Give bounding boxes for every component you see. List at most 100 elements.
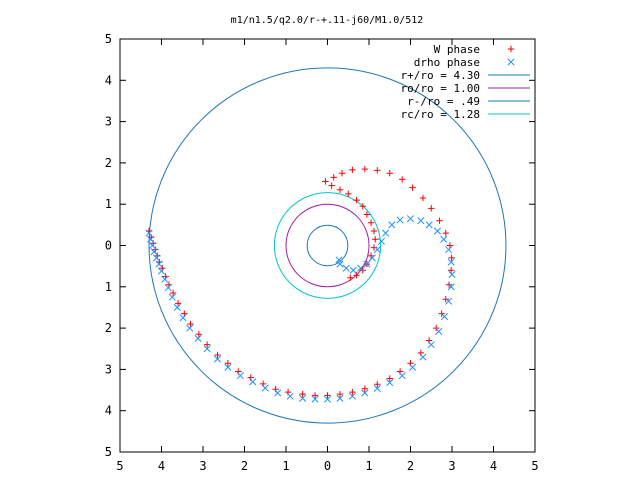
drho-phase-point (168, 293, 176, 301)
legend-label: W phase (434, 43, 480, 56)
x-tick-label: 5 (116, 459, 123, 473)
legend-label: r+/ro = 4.30 (401, 69, 480, 82)
drho-phase-point (348, 392, 356, 400)
drho-phase-point (406, 215, 415, 223)
w-phase-point (311, 392, 319, 399)
drho-phase-point (363, 260, 371, 268)
w-phase-point (152, 246, 159, 253)
circle-series-3 (306, 224, 349, 267)
drho-phase-point (361, 389, 369, 397)
drho-phase-point (447, 283, 455, 291)
w-phase-point (386, 375, 393, 382)
drho-phase-point (161, 275, 169, 283)
w-phase-point (361, 165, 369, 173)
y-tick-label: 4 (105, 73, 112, 87)
x-tick-label: 3 (199, 459, 206, 473)
drho-phase-point (213, 355, 222, 363)
w-phase-point (324, 392, 331, 399)
w-phase-point (370, 244, 378, 251)
w-phase-point (374, 167, 381, 174)
y-tick-label: 5 (105, 32, 112, 46)
marker-series-group (145, 165, 456, 403)
drho-phase-point (398, 372, 406, 380)
legend-label: ro/ro = 1.00 (401, 82, 480, 95)
drho-phase-point (336, 394, 344, 402)
w-phase-point (174, 300, 182, 307)
drho-phase-point (224, 363, 232, 371)
drho-phase-point (155, 260, 163, 268)
w-phase-point (203, 341, 211, 348)
drho-phase-point (249, 378, 257, 386)
w-phase-point (322, 178, 329, 185)
w-phase-point (374, 381, 381, 388)
drho-phase-point (179, 314, 187, 322)
drho-phase-point (186, 324, 194, 332)
drho-phase-point (435, 327, 443, 335)
y-tick-label: 3 (105, 362, 112, 376)
legend-marker (507, 45, 515, 53)
w-phase-point (195, 331, 203, 338)
drho-phase-point (445, 246, 453, 254)
drho-phase-point (440, 312, 449, 321)
drho-phase-point (382, 229, 390, 237)
w-phase-point (345, 190, 352, 198)
w-phase-point (336, 186, 344, 193)
drho-phase-point (261, 384, 269, 392)
y-tick-label: 1 (105, 197, 112, 211)
w-phase-point (419, 194, 427, 202)
w-phase-point (154, 252, 161, 260)
circle-series-group (148, 67, 507, 424)
drho-phase-point (417, 217, 425, 225)
y-tick-label: 0 (105, 239, 112, 253)
w-phase-point (361, 385, 369, 393)
y-tick-label: 2 (105, 156, 112, 170)
y-tick-label: 1 (105, 280, 112, 294)
circle-series-2 (285, 203, 370, 288)
w-phase-point (442, 295, 449, 303)
y-tick-label: 3 (105, 115, 112, 129)
drho-phase-point (164, 284, 172, 292)
x-tick-label: 0 (324, 459, 331, 473)
w-phase-point (447, 267, 455, 274)
drho-phase-point (419, 353, 427, 361)
w-phase-point (428, 205, 435, 212)
drho-phase-point (194, 334, 202, 342)
circle-series-4 (273, 192, 382, 299)
w-phase-point (370, 227, 378, 235)
drho-phase-point (447, 258, 455, 266)
legend-marker (507, 58, 515, 66)
drho-phase-point (145, 229, 153, 237)
chart-title: m1/n1.5/q2.0/r-+.11-j60/M1.0/512 (231, 15, 424, 26)
w-phase-point (433, 324, 440, 332)
drho-phase-point (323, 395, 332, 403)
drho-phase-point (448, 270, 456, 278)
x-tick-label: 4 (490, 459, 497, 473)
w-phase-point (436, 217, 443, 224)
drho-phase-point (150, 248, 158, 256)
drho-phase-point (433, 227, 442, 235)
x-tick-label: 5 (531, 459, 538, 473)
drho-phase-point (357, 264, 365, 272)
w-phase-point (349, 388, 356, 396)
w-phase-point (347, 274, 354, 281)
x-axis: 5 4 3 2 1 0 1 2 3 4 5 (116, 39, 539, 473)
drho-phase-point (342, 264, 350, 272)
drho-phase-point (148, 241, 156, 250)
w-phase-point (214, 351, 221, 359)
drho-phase-point (386, 379, 394, 387)
drho-phase-point (157, 267, 166, 275)
drho-phase-point (299, 394, 307, 402)
w-phase-point (349, 166, 356, 174)
w-phase-point (409, 184, 416, 191)
w-phase-point (330, 174, 337, 181)
x-tick-label: 2 (407, 459, 414, 473)
w-phase-point (336, 390, 344, 398)
drho-phase-point (440, 235, 448, 243)
w-phase-point (328, 182, 335, 189)
drho-phase-point (349, 266, 357, 274)
w-phase-point (399, 176, 406, 183)
x-tick-label: 1 (365, 459, 372, 473)
drho-phase-point (373, 384, 381, 392)
